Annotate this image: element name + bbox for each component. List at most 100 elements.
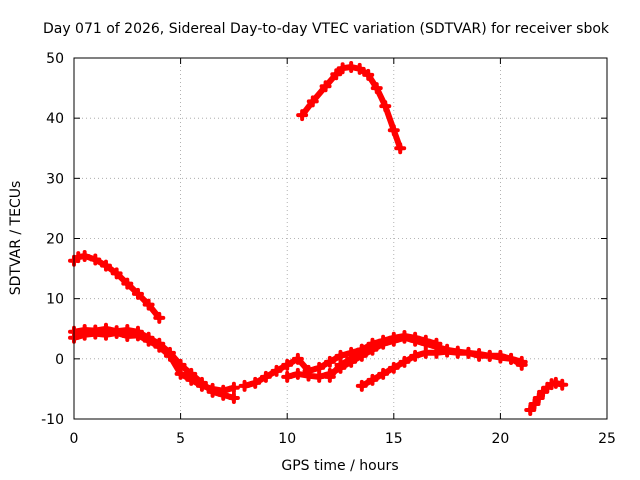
data-point	[345, 61, 358, 74]
data-point	[99, 259, 112, 272]
data-point	[556, 378, 569, 391]
data-point	[163, 349, 176, 362]
data-point	[419, 337, 432, 350]
data-point	[131, 329, 144, 342]
series-line	[71, 252, 163, 321]
data-point	[330, 68, 343, 81]
data-point	[394, 142, 407, 155]
data-point	[121, 277, 134, 290]
data-point	[174, 367, 187, 380]
x-tick-label: 5	[176, 431, 185, 447]
data-point	[78, 328, 91, 341]
data-point	[441, 345, 454, 358]
x-tick-label: 15	[385, 431, 403, 447]
data-point	[451, 346, 464, 359]
data-point	[270, 364, 283, 377]
y-tick-label: 10	[46, 292, 64, 308]
data-point	[355, 379, 368, 392]
data-point	[291, 367, 304, 380]
data-point	[238, 379, 251, 392]
y-tick-label: 40	[46, 111, 64, 127]
data-point	[473, 349, 486, 362]
data-series	[68, 61, 569, 416]
data-point	[430, 346, 443, 359]
data-point	[110, 267, 123, 280]
data-point	[89, 327, 102, 340]
data-point	[281, 358, 294, 371]
data-point	[515, 358, 528, 371]
series-arc-f	[355, 345, 528, 392]
data-point	[387, 334, 400, 347]
data-point	[462, 346, 475, 359]
series-line	[326, 346, 365, 380]
chart-title: Day 071 of 2026, Sidereal Day-to-day VTE…	[43, 21, 610, 37]
data-point	[89, 253, 102, 266]
series-arc-early	[68, 249, 166, 324]
data-point	[377, 337, 390, 350]
x-tick-label: 25	[598, 431, 616, 447]
data-point	[366, 373, 379, 386]
data-point	[206, 382, 219, 395]
data-point	[78, 249, 91, 262]
x-tick-label: 10	[278, 431, 296, 447]
data-point	[217, 384, 230, 397]
y-tick-label: 30	[46, 171, 64, 187]
axis-ticks: 0 5 10 15 20 25 -10 0 10 20 30 40 50	[41, 51, 616, 447]
data-point	[334, 358, 347, 371]
data-point	[528, 397, 541, 410]
y-tick-label: 20	[46, 232, 64, 248]
data-point	[398, 355, 411, 368]
data-point	[142, 334, 155, 347]
data-point	[370, 82, 383, 95]
series-arc-e	[323, 343, 368, 383]
data-point	[153, 340, 166, 353]
data-point	[336, 62, 349, 75]
data-point	[505, 352, 518, 365]
data-point	[419, 346, 432, 359]
data-point	[227, 391, 240, 404]
data-point	[185, 373, 198, 386]
y-tick-label: 50	[46, 51, 64, 67]
data-point	[195, 379, 208, 392]
data-point	[353, 62, 366, 75]
data-point	[110, 326, 123, 339]
series-arc-b	[68, 326, 240, 397]
data-point	[323, 355, 336, 368]
data-point	[387, 124, 400, 137]
x-tick-label: 0	[70, 431, 79, 447]
x-axis-label: GPS time / hours	[281, 458, 398, 474]
data-point	[532, 391, 545, 404]
y-tick-label: -10	[41, 412, 64, 428]
data-point	[121, 329, 134, 342]
data-point	[323, 370, 336, 383]
data-point	[99, 328, 112, 341]
data-point	[153, 311, 166, 324]
data-point	[259, 370, 272, 383]
y-tick-label: 0	[55, 352, 64, 368]
data-point	[227, 381, 240, 394]
data-point	[494, 349, 507, 362]
data-point	[313, 361, 326, 374]
data-point	[249, 376, 262, 389]
data-point	[296, 109, 309, 122]
data-point	[366, 343, 379, 356]
data-point	[345, 352, 358, 365]
series-arc-g	[524, 376, 569, 416]
data-point	[379, 100, 392, 113]
data-point	[362, 68, 375, 81]
y-axis-label: SDTVAR / TECUs	[8, 181, 24, 296]
data-point	[409, 349, 422, 362]
data-point	[313, 370, 326, 383]
data-point	[377, 367, 390, 380]
data-point	[131, 287, 144, 300]
data-point	[142, 298, 155, 311]
data-point	[387, 361, 400, 374]
data-point	[281, 370, 294, 383]
data-point	[319, 80, 332, 93]
series-arc-high	[296, 61, 407, 155]
data-point	[409, 334, 422, 347]
data-point	[291, 352, 304, 365]
data-point	[483, 349, 496, 362]
data-point	[524, 403, 537, 416]
